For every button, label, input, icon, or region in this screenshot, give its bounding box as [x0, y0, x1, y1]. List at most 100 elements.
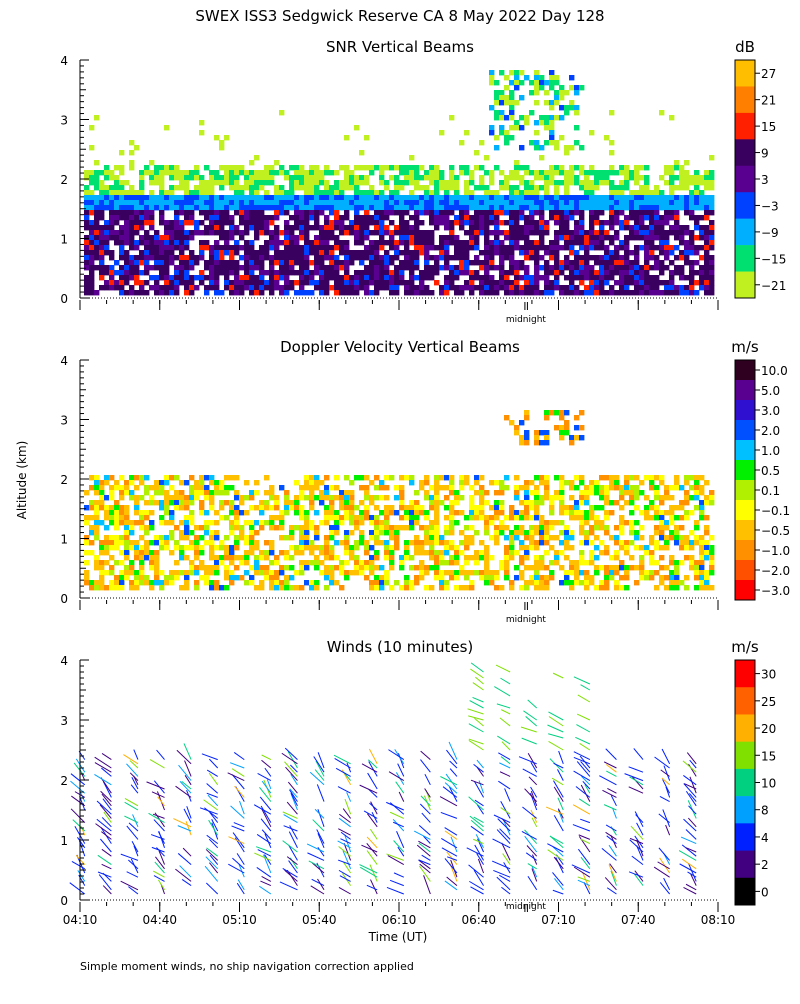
snr-plot-area	[84, 70, 714, 295]
winds-colorbar-swatch	[735, 851, 755, 879]
doppler-colorbar-swatch	[735, 580, 755, 600]
doppler-colorbar-swatch	[735, 400, 755, 420]
doppler-colorbar-label: 5.0	[761, 384, 780, 398]
y-axis-label: Altitude (km)	[15, 441, 29, 520]
snr-colorbar-label: 15	[761, 120, 776, 134]
doppler-colorbar-label: −1.0	[761, 544, 790, 558]
doppler-colorbar-swatch	[735, 560, 755, 580]
doppler-colorbar-label: 1.0	[761, 444, 780, 458]
doppler-colorbar-label: 2.0	[761, 424, 780, 438]
winds-colorbar-swatch	[735, 769, 755, 797]
snr-colorbar-label: 27	[761, 67, 776, 81]
doppler-colorbar-label: 0.1	[761, 484, 780, 498]
snr-ytick-label: 3	[60, 114, 68, 128]
x-axis-label: Time (UT)	[368, 930, 428, 944]
snr-colorbar-label: −9	[761, 226, 779, 240]
snr-colorbar-label: 9	[761, 147, 769, 161]
doppler-colorbar-label: −0.1	[761, 504, 790, 518]
doppler-colorbar-swatch	[735, 440, 755, 460]
doppler-colorbar-label: 0.5	[761, 464, 780, 478]
doppler-colorbar-swatch	[735, 420, 755, 440]
doppler-colorbar-label: −0.5	[761, 524, 790, 538]
winds-ytick-label: 4	[60, 654, 68, 668]
doppler-colorbar-label: −3.0	[761, 584, 790, 598]
doppler-ytick-label: 4	[60, 354, 68, 368]
x-tick-label: 05:40	[302, 913, 337, 927]
snr-colorbar-swatch	[735, 219, 755, 246]
winds-colorbar-swatch	[735, 742, 755, 770]
snr-colorbar-label: −15	[761, 252, 786, 266]
winds-colorbar-label: 4	[761, 831, 769, 845]
doppler-colorbar-label: 10.0	[761, 364, 788, 378]
snr-colorbar-swatch	[735, 113, 755, 140]
x-tick-label: 06:10	[382, 913, 417, 927]
winds-ytick-label: 2	[60, 774, 68, 788]
winds-colorbar-swatch	[735, 878, 755, 906]
winds-colorbar-label: 25	[761, 695, 776, 709]
winds-midnight-label: midnight	[506, 902, 547, 912]
winds-colorbar-swatch	[735, 687, 755, 715]
winds-ytick-label: 1	[60, 834, 68, 848]
doppler-colorbar-swatch	[735, 380, 755, 400]
winds-plot-area	[70, 663, 696, 894]
winds-ytick-label: 0	[60, 894, 68, 908]
doppler-colorbar-swatch	[735, 500, 755, 520]
doppler-colorbar-swatch	[735, 480, 755, 500]
doppler-plot-area	[84, 410, 714, 590]
x-tick-label: 05:10	[222, 913, 257, 927]
doppler-ytick-label: 1	[60, 533, 68, 547]
winds-colorbar-swatch	[735, 660, 755, 688]
winds-colorbar-label: 15	[761, 749, 776, 763]
winds-colorbar-label: 20	[761, 722, 776, 736]
page-title: SWEX ISS3 Sedgwick Reserve CA 8 May 2022…	[195, 7, 604, 25]
doppler-colorbar: 10.0 5.0 3.0 2.0 1.0 0.5 0.1 −0.1 −0.5 −1.0 −2.0 −3…	[735, 360, 790, 600]
doppler-ytick-label: 3	[60, 414, 68, 428]
snr-colorbar-label: −21	[761, 279, 786, 293]
snr-colorbar-label: −3	[761, 199, 779, 213]
snr-ytick-label: 1	[60, 233, 68, 247]
doppler-ytick-label: 2	[60, 473, 68, 487]
snr-colorbar: 27 21 15 9 3 −3 −9 −15 −21	[735, 60, 786, 298]
snr-ytick-label: 4	[60, 54, 68, 68]
doppler-ytick-label: 0	[60, 592, 68, 606]
winds-unit-label: m/s	[731, 638, 759, 656]
x-tick-label: 06:40	[461, 913, 496, 927]
panel-winds: Winds (10 minutes)m/s01234midnight302520…	[60, 638, 776, 912]
doppler-colorbar-swatch	[735, 460, 755, 480]
doppler-midnight-label: midnight	[506, 615, 547, 625]
winds-colorbar-swatch	[735, 796, 755, 824]
x-tick-label: 07:10	[541, 913, 576, 927]
snr-ytick-label: 2	[60, 173, 68, 187]
snr-colorbar-swatch	[735, 166, 755, 193]
winds-ytick-label: 3	[60, 714, 68, 728]
winds-colorbar-label: 30	[761, 668, 776, 682]
snr-colorbar-swatch	[735, 192, 755, 219]
x-tick-label: 08:10	[701, 913, 736, 927]
snr-colorbar-label: 3	[761, 173, 769, 187]
doppler-colorbar-label: 3.0	[761, 404, 780, 418]
snr-ytick-label: 0	[60, 292, 68, 306]
snr-colorbar-swatch	[735, 245, 755, 272]
snr-colorbar-swatch	[735, 272, 755, 299]
snr-colorbar-label: 21	[761, 94, 776, 108]
doppler-colorbar-swatch	[735, 540, 755, 560]
doppler-colorbar-label: −2.0	[761, 564, 790, 578]
panel-doppler: Doppler Velocity Vertical Beams m/s 0 1 2 3 4 m…	[60, 338, 790, 625]
snr-unit-label: dB	[735, 38, 755, 56]
snr-colorbar-swatch	[735, 139, 755, 166]
doppler-colorbar-swatch	[735, 520, 755, 540]
winds-colorbar-swatch	[735, 823, 755, 851]
winds-colorbar-label: 2	[761, 858, 769, 872]
doppler-colorbar-swatch	[735, 360, 755, 380]
snr-colorbar-swatch	[735, 86, 755, 113]
snr-midnight-label: midnight	[506, 315, 547, 325]
x-tick-label: 07:40	[621, 913, 656, 927]
x-tick-label: 04:40	[142, 913, 177, 927]
doppler-unit-label: m/s	[731, 338, 759, 356]
winds-colorbar-label: 10	[761, 777, 776, 791]
doppler-title: Doppler Velocity Vertical Beams	[280, 338, 520, 356]
